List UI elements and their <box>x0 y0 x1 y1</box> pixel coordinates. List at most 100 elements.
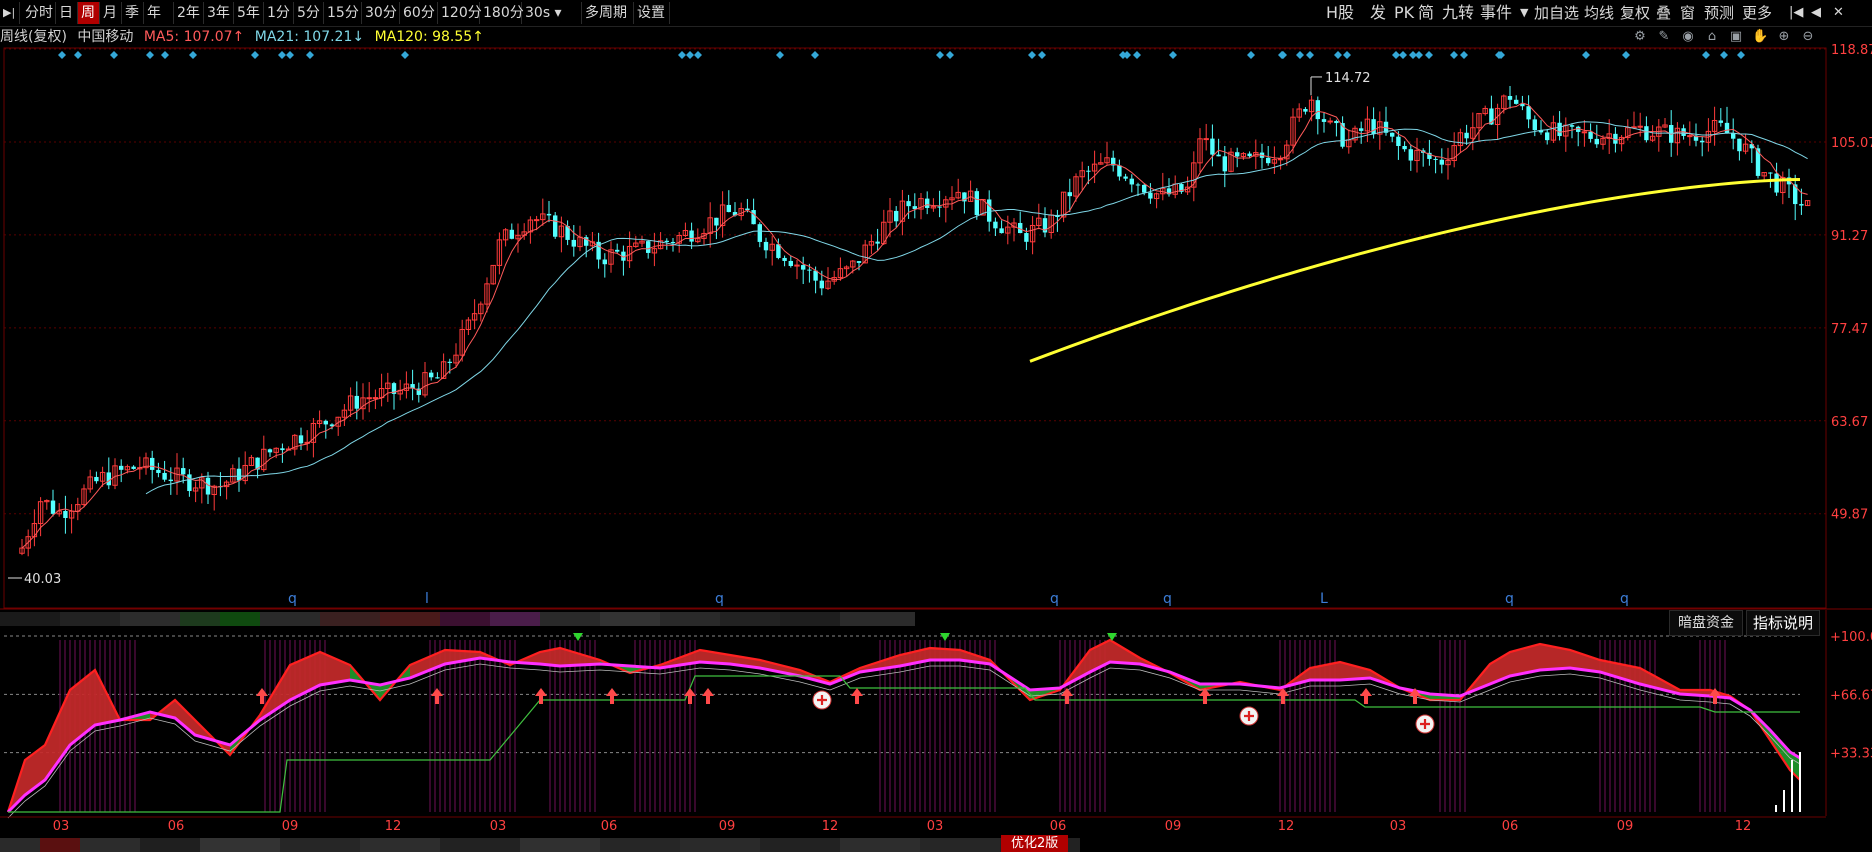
zoom-in-icon[interactable]: ⊕ <box>1778 29 1790 44</box>
candle-body-up <box>843 266 850 270</box>
toolbar-right-11[interactable]: 预测 <box>1704 4 1735 22</box>
candle-body-up <box>1618 136 1625 145</box>
dark-money-button[interactable]: 暗盘资金 <box>1669 610 1743 636</box>
toolbar-right-9[interactable]: 叠 <box>1656 4 1672 22</box>
candle-body-down <box>447 361 452 363</box>
candle-body-down <box>807 269 812 271</box>
period-tab-12[interactable]: 30分 <box>362 2 400 24</box>
lock-icon[interactable]: ▣ <box>1729 29 1743 44</box>
candle-body-up <box>1073 176 1079 197</box>
signal-diamond <box>189 51 197 59</box>
candle-body-down <box>1117 165 1122 177</box>
candle-body-down <box>801 265 806 270</box>
toolbar-right-8[interactable]: 复权 <box>1620 4 1651 22</box>
candle-body-up <box>192 487 199 492</box>
period-tab-5[interactable]: 年 <box>144 2 174 24</box>
period-tab-15[interactable]: 180分 <box>480 2 524 24</box>
draw-icon[interactable]: ✎ <box>1658 29 1670 44</box>
candle-body-up <box>1290 116 1296 146</box>
candle-body-down <box>236 468 242 481</box>
period-tab-7[interactable]: 3年 <box>204 2 234 24</box>
period-tab-2[interactable]: 周 <box>78 2 100 24</box>
indicator-explain-button[interactable]: 指标说明 <box>1746 610 1821 636</box>
candle-body-down <box>94 476 99 482</box>
candle-body-down <box>1179 184 1184 192</box>
period-tab-0[interactable]: 分时 <box>22 2 56 24</box>
candle-body-down <box>329 424 335 427</box>
event-marker: q <box>288 591 297 607</box>
period-label: 周线(复权) <box>0 29 67 45</box>
sell-triangle <box>1107 633 1117 641</box>
candle-body-up <box>850 260 856 268</box>
close-icon[interactable]: ✕ <box>1833 5 1844 20</box>
hand-icon[interactable]: ✋ <box>1752 29 1769 44</box>
toolbar-right-10[interactable]: 窗 <box>1680 4 1696 22</box>
toolbar-right-3[interactable]: 简 <box>1418 3 1435 22</box>
candle-body-down <box>732 212 738 216</box>
period-tab-6[interactable]: 2年 <box>174 2 204 24</box>
candle-body-up <box>87 476 93 490</box>
x-tick-label: 09 <box>719 819 736 834</box>
candle-body-down <box>1142 184 1147 193</box>
candle-body-down <box>1718 120 1723 123</box>
candle-body-down <box>50 500 56 514</box>
period-tab-18[interactable]: 设置 <box>634 2 670 24</box>
candle-body-down <box>788 260 793 266</box>
period-tab-14[interactable]: 120分 <box>438 2 482 24</box>
event-marker: q <box>715 591 724 607</box>
signal-diamond <box>1622 51 1630 59</box>
toolbar-right-12[interactable]: 更多 <box>1742 4 1773 22</box>
toolbar-right-7[interactable]: 均线 <box>1584 4 1615 22</box>
candle-body-down <box>168 479 173 482</box>
period-tab-13[interactable]: 60分 <box>400 2 438 24</box>
oscillator-fill <box>70 670 95 745</box>
signal-diamond <box>1582 51 1590 59</box>
period-tab-16[interactable]: 30s ▾ <box>522 2 582 24</box>
period-tab-3[interactable]: 月 <box>100 2 122 24</box>
toolbar-right-2[interactable]: PK <box>1394 3 1415 22</box>
toolbar-right-6[interactable]: 加自选 <box>1534 4 1580 22</box>
first-icon[interactable]: |◀ <box>1789 5 1804 20</box>
candle-body-up <box>1284 144 1290 160</box>
candle-body-down <box>813 270 818 281</box>
candle-body-down <box>106 472 111 486</box>
period-tab-11[interactable]: 15分 <box>324 2 362 24</box>
toolbar-right-0[interactable]: H股 <box>1326 3 1355 22</box>
toolbar-right-1[interactable]: 发 <box>1370 3 1387 22</box>
signal-diamond <box>1296 51 1304 59</box>
candle-body-up <box>360 397 366 410</box>
signal-diamond <box>1460 51 1468 59</box>
candle-body-down <box>987 199 992 222</box>
oscillator-fill <box>175 700 195 735</box>
period-tab-17[interactable]: 多周期 <box>582 2 634 24</box>
period-tab-8[interactable]: 5年 <box>234 2 264 24</box>
back-icon[interactable]: ▶| <box>0 2 20 24</box>
eye-icon[interactable]: ◉ <box>1682 29 1694 44</box>
indicator-tabs-strip[interactable] <box>0 612 915 626</box>
candle-body-up <box>1228 151 1234 172</box>
cart-icon[interactable]: ⌂ <box>1707 29 1717 44</box>
bottom-tabs-strip[interactable] <box>0 838 1080 852</box>
candle-body-down <box>776 244 781 258</box>
candle-body-up <box>453 354 459 364</box>
signal-diamond <box>1409 51 1417 59</box>
toolbar-right-4[interactable]: 九转 <box>1442 3 1475 22</box>
period-tab-10[interactable]: 5分 <box>294 2 324 24</box>
candle-body-down <box>856 261 862 263</box>
oscillator-fill <box>1110 640 1140 664</box>
settings-icon[interactable]: ⚙ <box>1634 29 1646 44</box>
period-tab-1[interactable]: 日 <box>56 2 78 24</box>
candle-body-up <box>1029 224 1036 243</box>
candle-body-down <box>1724 122 1730 134</box>
period-tab-4[interactable]: 季 <box>122 2 144 24</box>
period-tab-9[interactable]: 1分 <box>264 2 294 24</box>
bottom-tab-optimize[interactable]: 优化2版 <box>1001 835 1069 852</box>
candle-body-up <box>651 248 658 254</box>
candle-body-up <box>1649 135 1656 141</box>
toolbar-right-5[interactable]: 事件 <box>1480 3 1513 22</box>
prev-icon[interactable]: ◀ <box>1811 5 1821 20</box>
event-dropdown-icon[interactable]: ▼ <box>1520 6 1529 19</box>
zoom-out-icon[interactable]: ⊖ <box>1802 29 1814 44</box>
candle-body-down <box>819 280 824 289</box>
